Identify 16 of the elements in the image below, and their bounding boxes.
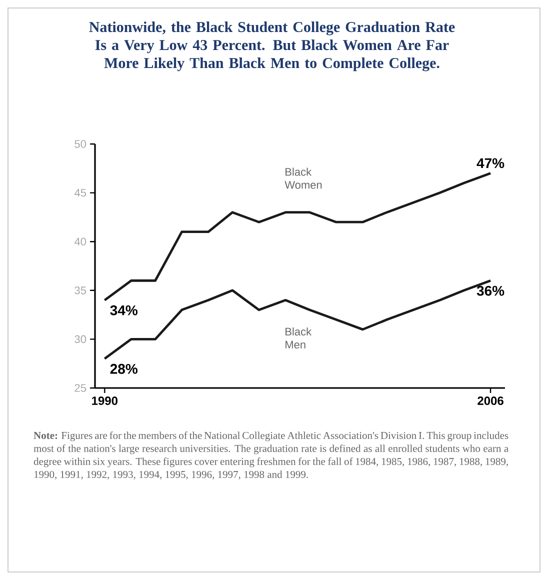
y-tick-label: 50	[74, 140, 86, 148]
data-label: 28%	[110, 364, 138, 374]
data-label: 34%	[110, 305, 138, 316]
y-tick-label: 30	[74, 335, 86, 344]
text: Black Women	[284, 168, 322, 189]
data-label: 47%	[476, 158, 504, 168]
y-tick-label: 45	[74, 188, 86, 197]
text: Note: Figures are for the members of the National Collegiate Athletic Association's Division I. This group includes most of the nation's large research universities. The graduation rate is defined as all enrolled students who earn a degree within six years. These figures cover entering freshmen for the fall of 1984, 1985, 1986, 1987, 1988, 1989, 1990, 1991, 1992, 1993, 1994, 1995, 1996, 1997, 1998 and 1999.	[34, 432, 508, 480]
x-tick-label: 1990	[92, 396, 118, 406]
chart-title: Nationwide, the Black Student College Graduation Rate Is a Very Low 43 Percent. But Black Women Are Far More Likely Than Black Men to Complete College.	[89, 22, 455, 72]
x-tick-label: 2006	[478, 396, 504, 406]
series-label: Black Men	[286, 327, 312, 349]
data-label: 36%	[476, 286, 504, 296]
y-tick-label: 40	[74, 238, 86, 246]
y-tick-label: 35	[74, 286, 86, 294]
y-tick-label: 25	[74, 384, 86, 392]
